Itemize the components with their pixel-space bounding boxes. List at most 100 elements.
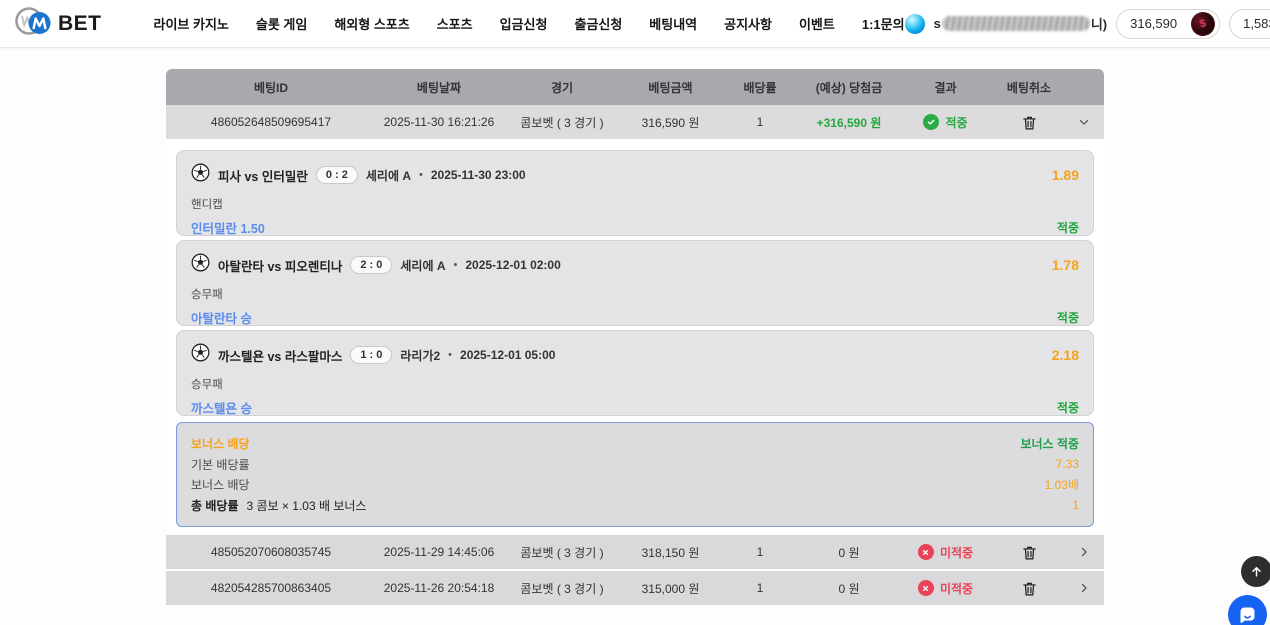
match-status: 적중 <box>1056 401 1079 415</box>
match-datetime: 2025-11-30 23:00 <box>430 168 526 182</box>
match-score-badge: 1 : 0 <box>350 346 393 364</box>
bet-result: 미적중 <box>897 544 994 561</box>
expand-row-button[interactable] <box>1075 579 1093 597</box>
nav-notice[interactable]: 공지사항 <box>724 17 772 32</box>
bullet-separator: • <box>419 169 423 181</box>
site-logo[interactable]: BET <box>14 4 102 43</box>
expand-row-button[interactable] <box>1075 543 1093 561</box>
trash-icon <box>1022 582 1036 595</box>
col-header-result: 결과 <box>934 80 957 95</box>
live-chat-button[interactable] <box>1228 595 1267 625</box>
delete-bet-button[interactable] <box>1019 112 1040 133</box>
total-odds-value: 1 <box>1072 498 1079 513</box>
username-masked: s 니) <box>933 14 1108 33</box>
bet-odds: 1 <box>756 545 764 559</box>
bonus-status: 보너스 적중 <box>1020 437 1079 451</box>
bet-odds: 1 <box>756 581 764 595</box>
x-circle-icon <box>917 544 934 560</box>
bet-odds: 1 <box>756 115 764 129</box>
match-market: 승무패 <box>191 289 223 301</box>
bet-row[interactable]: 482054285700863405 2025-11-26 20:54:18 콤… <box>166 571 1104 607</box>
bonus-odds-card: 보너스 배당 보너스 적중 기본 배당률 7.33 보너스 배당 1.03배 총… <box>176 422 1094 527</box>
match-odds: 1.78 <box>1051 257 1079 273</box>
trash-icon <box>1022 116 1036 129</box>
bet-id: 485052070608035745 <box>210 545 332 559</box>
bet-payout: +316,590 원 <box>816 115 882 130</box>
col-header-cancel: 베팅취소 <box>1006 80 1052 95</box>
trash-icon <box>1022 546 1036 559</box>
match-odds: 2.18 <box>1051 347 1079 363</box>
match-pick: 까스텔욘 승 <box>191 402 252 416</box>
nav-withdraw[interactable]: 출금신청 <box>574 17 623 32</box>
bonus-title: 보너스 배당 <box>191 437 250 451</box>
chevron-down-icon <box>1079 119 1089 125</box>
bonus-odds-label: 보너스 배당 <box>191 478 250 493</box>
bet-result: 적중 <box>897 114 994 131</box>
match-status: 적중 <box>1056 221 1079 235</box>
bet-date: 2025-11-29 14:45:06 <box>383 545 495 559</box>
match-status: 적중 <box>1056 311 1079 325</box>
logo-text: BET <box>58 11 102 35</box>
username-blur-mask <box>941 16 1090 31</box>
match-pick: 인터밀란 1.50 <box>191 222 265 236</box>
col-header-payout: (예상) 당첨금 <box>815 80 883 95</box>
table-header-row: 베팅ID 베팅날짜 경기 베팅금액 배당률 (예상) 당첨금 결과 베팅취소 <box>166 69 1104 105</box>
match-score-badge: 2 : 0 <box>350 256 393 274</box>
match-card-3: 까스텔욘 vs 라스팔마스 1 : 0 라리가2 • 2025-12-01 05… <box>176 330 1094 416</box>
bet-result-label: 미적중 <box>939 581 974 596</box>
nav-slot-games[interactable]: 슬롯 게임 <box>255 17 308 32</box>
bet-amount: 315,000 원 <box>641 581 700 596</box>
bullet-separator: • <box>453 259 458 271</box>
bet-detail-panel: 피사 vs 인터밀란 0 : 2 세리에 A • 2025-11-30 23:0… <box>166 141 1104 535</box>
chat-bubble-icon <box>1240 607 1255 623</box>
match-card-1: 피사 vs 인터밀란 0 : 2 세리에 A • 2025-11-30 23:0… <box>176 150 1094 236</box>
bet-history-table: 베팅ID 베팅날짜 경기 베팅금액 배당률 (예상) 당첨금 결과 베팅취소 4… <box>166 69 1104 607</box>
match-score-badge: 0 : 2 <box>315 166 358 184</box>
delete-bet-button[interactable] <box>1019 542 1040 563</box>
nav-events[interactable]: 이벤트 <box>798 17 835 32</box>
nav-live-casino[interactable]: 라이브 카지노 <box>153 17 229 32</box>
point-balance-pill: 1,583 <box>1229 8 1270 39</box>
x-circle-icon <box>917 580 934 596</box>
bonus-odds-value: 1.03배 <box>1044 478 1079 493</box>
bet-id: 486052648509695417 <box>210 115 332 129</box>
bet-id: 482054285700863405 <box>210 581 332 595</box>
nav-inquiry[interactable]: 1:1문의 <box>861 17 905 32</box>
bet-amount: 318,150 원 <box>641 545 700 560</box>
bet-amount: 316,590 원 <box>641 115 700 130</box>
collapse-row-button[interactable] <box>1075 113 1093 131</box>
arrow-up-icon <box>1252 567 1261 577</box>
delete-bet-button[interactable] <box>1019 578 1040 599</box>
match-teams: 까스텔욘 vs 라스팔마스 <box>218 349 343 364</box>
bet-row-expanded[interactable]: 486052648509695417 2025-11-30 16:21:26 콤… <box>166 105 1104 141</box>
level-orb-icon <box>904 13 925 34</box>
main-nav: 라이브 카지노 슬롯 게임 해외형 스포츠 스포츠 입금신청 출금신청 베팅내역… <box>154 14 905 33</box>
match-card-2: 아탈란타 vs 피오렌티나 2 : 0 세리에 A • 2025-12-01 0… <box>176 240 1094 326</box>
total-odds-row: 총 배당률 3 콤보 × 1.03 배 보너스 <box>191 497 366 514</box>
nav-bet-history[interactable]: 베팅내역 <box>649 17 698 32</box>
match-pick: 아탈란타 승 <box>191 312 252 326</box>
bet-row[interactable]: 485052070608035745 2025-11-29 14:45:06 콤… <box>166 535 1104 571</box>
bet-match: 콤보벳 ( 3 경기 ) <box>520 545 604 560</box>
nav-sports[interactable]: 스포츠 <box>436 17 473 32</box>
scroll-to-top-button[interactable] <box>1241 556 1270 587</box>
soccer-ball-icon <box>191 343 210 367</box>
base-odds-value: 7.33 <box>1055 457 1079 472</box>
username-suffix: 니) <box>1090 17 1108 32</box>
username-prefix: s <box>933 16 941 31</box>
bullet-separator: • <box>448 349 453 361</box>
base-odds-label: 기본 배당률 <box>191 457 250 472</box>
bet-payout: 0 원 <box>838 545 860 560</box>
match-teams: 아탈란타 vs 피오렌티나 <box>218 259 343 274</box>
match-league: 세리에 A <box>365 168 411 183</box>
col-header-amount: 베팅금액 <box>648 80 693 95</box>
bet-match: 콤보벳 ( 3 경기 ) <box>520 115 604 130</box>
match-league: 세리에 A <box>400 258 446 273</box>
chevron-right-icon <box>1081 547 1087 557</box>
nav-overseas-sports[interactable]: 해외형 스포츠 <box>334 17 410 32</box>
nav-deposit[interactable]: 입금신청 <box>499 17 548 32</box>
match-odds: 1.89 <box>1051 167 1079 183</box>
match-market: 승무패 <box>191 379 223 391</box>
cash-balance-value: 316,590 <box>1130 16 1178 31</box>
soccer-ball-icon <box>191 163 210 187</box>
